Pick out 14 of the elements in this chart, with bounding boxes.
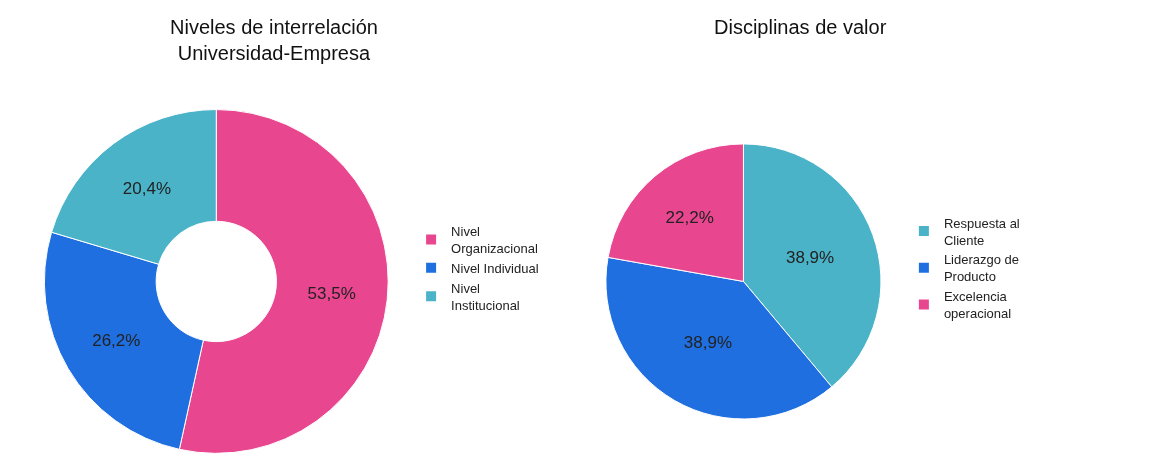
data-label: 22,2%	[665, 207, 714, 227]
legend-label: Respuesta al Cliente	[943, 215, 1020, 248]
data-label: 53,5%	[307, 284, 356, 304]
legend-label: Nivel Organizacional	[451, 224, 538, 257]
legend-label: Liderazgo de Producto	[943, 252, 1020, 285]
data-label: 26,2%	[92, 330, 141, 350]
data-label: 38,9%	[683, 333, 733, 353]
chart-title: Niveles de interrelación Universidad-Empresa	[170, 16, 378, 64]
legend-label: Nivel Institucional	[451, 280, 520, 313]
legend-label: Nivel Individual	[451, 260, 539, 276]
data-label: 20,4%	[122, 178, 172, 198]
data-label: 38,9%	[785, 247, 835, 267]
legend-label: Excelencia operacional	[943, 289, 1012, 322]
chart-title: Disciplinas de valor	[714, 16, 887, 38]
